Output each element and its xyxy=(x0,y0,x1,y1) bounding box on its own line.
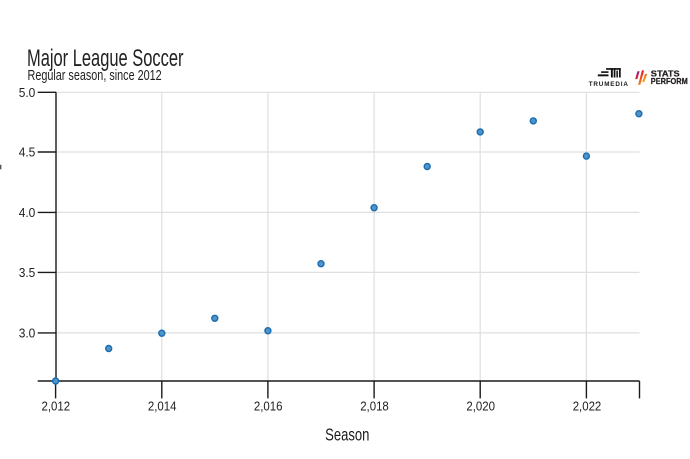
svg-text:4.0: 4.0 xyxy=(19,205,36,220)
svg-text:3.0: 3.0 xyxy=(19,326,36,341)
svg-text:PERFORM: PERFORM xyxy=(651,77,688,86)
svg-text:2,022: 2,022 xyxy=(573,400,602,414)
svg-text:3.5: 3.5 xyxy=(19,265,36,280)
svg-text:Major League Soccer: Major League Soccer xyxy=(27,45,184,72)
svg-text:2,012: 2,012 xyxy=(42,400,71,414)
svg-text:2,020: 2,020 xyxy=(466,400,495,414)
svg-text:2,016: 2,016 xyxy=(254,400,283,414)
svg-text:2,014: 2,014 xyxy=(148,400,177,414)
svg-text:4.5: 4.5 xyxy=(19,145,36,160)
svg-text:STATS: STATS xyxy=(651,70,681,79)
svg-text:5.0: 5.0 xyxy=(19,85,36,100)
svg-text:TRUMEDIA: TRUMEDIA xyxy=(589,81,629,88)
svg-text:2,018: 2,018 xyxy=(360,400,389,414)
svg-text:Regular season, since 2012: Regular season, since 2012 xyxy=(28,68,162,84)
svg-text:Season: Season xyxy=(325,424,369,444)
